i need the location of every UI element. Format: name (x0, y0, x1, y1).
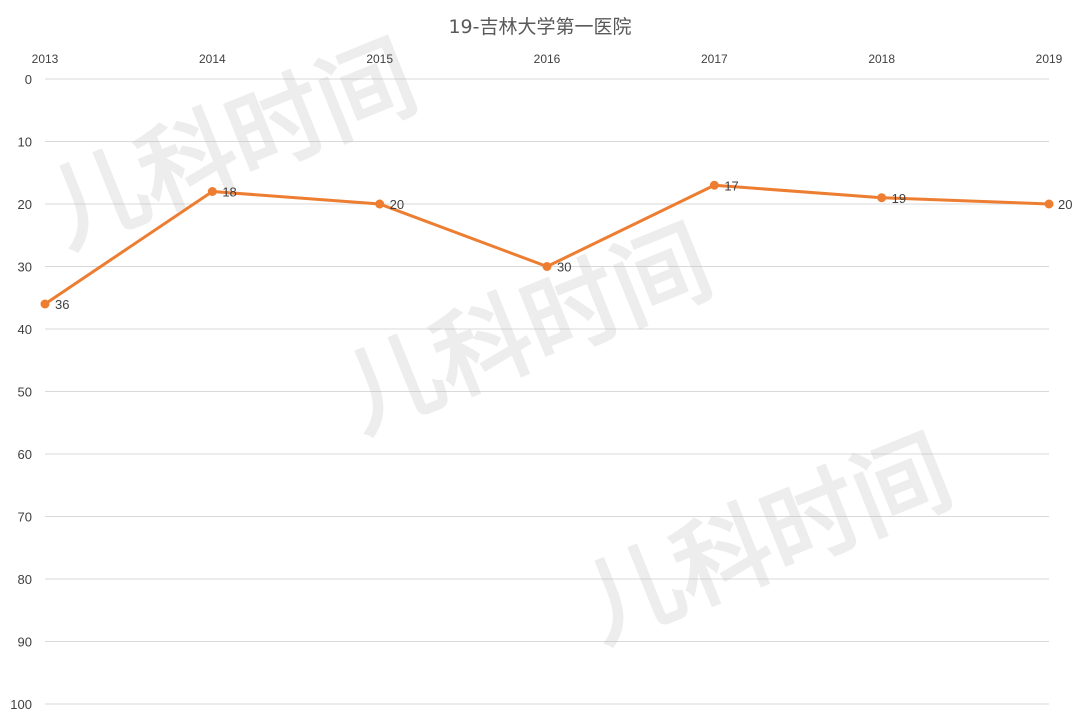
data-label: 19 (892, 191, 906, 206)
series (40, 180, 1054, 309)
data-point (207, 187, 217, 196)
y-tick-label: 100 (10, 697, 32, 712)
data-label: 30 (557, 260, 571, 275)
y-axis-ticks: 0 10 20 30 40 50 60 70 80 90 100 (10, 72, 32, 712)
y-tick-label: 50 (18, 385, 32, 400)
data-point (877, 193, 887, 203)
x-tick-label: 2018 (868, 52, 895, 66)
x-tick-label: 2019 (1036, 52, 1063, 66)
data-label: 17 (724, 178, 738, 193)
data-point (1044, 199, 1054, 209)
watermark-text: 儿科时间 (329, 206, 727, 454)
data-labels: 36 18 20 30 17 19 20 (55, 178, 1072, 312)
data-point (542, 262, 552, 271)
data-label: 36 (55, 297, 69, 312)
x-axis-ticks: 2013 2014 2015 2016 2017 2018 2019 (32, 52, 1063, 66)
data-label: 20 (1058, 197, 1072, 212)
x-tick-label: 2016 (534, 52, 561, 66)
data-point (375, 199, 385, 209)
y-tick-label: 60 (18, 447, 32, 462)
y-tick-label: 20 (18, 197, 32, 212)
y-tick-label: 70 (18, 510, 32, 525)
x-tick-label: 2014 (199, 52, 226, 66)
data-point (709, 180, 719, 190)
watermark-text: 儿科时间 (569, 416, 967, 664)
y-tick-label: 40 (18, 322, 32, 337)
data-label: 20 (390, 197, 404, 212)
x-tick-label: 2015 (366, 52, 393, 66)
x-tick-label: 2017 (701, 52, 728, 66)
data-label: 18 (222, 185, 236, 200)
y-tick-label: 0 (25, 72, 32, 87)
chart-title: 19-吉林大学第一医院 (448, 16, 632, 38)
x-tick-label: 2013 (32, 52, 59, 66)
y-tick-label: 10 (18, 135, 32, 150)
y-tick-label: 80 (18, 572, 32, 587)
y-tick-label: 30 (18, 260, 32, 275)
data-point (40, 299, 50, 309)
y-tick-label: 90 (18, 635, 32, 650)
